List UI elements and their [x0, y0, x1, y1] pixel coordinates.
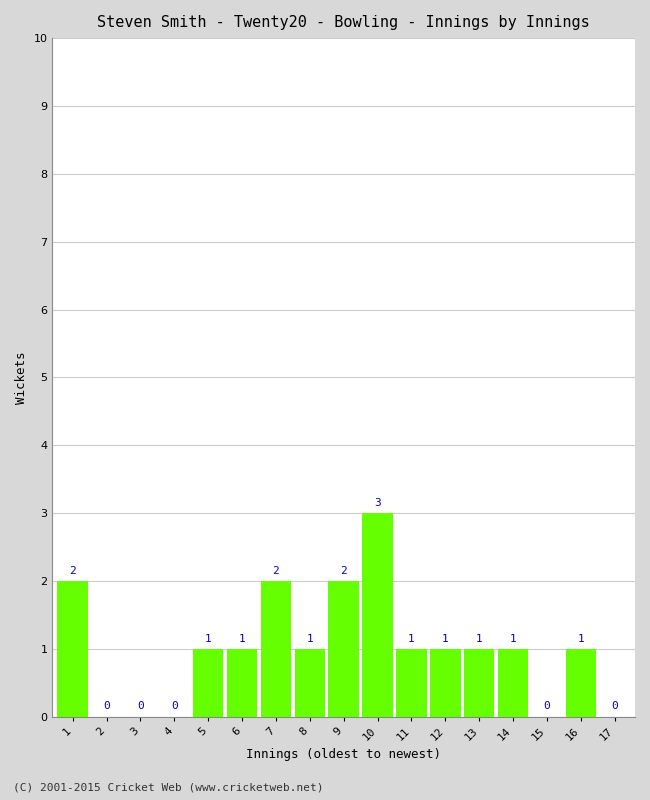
- Bar: [294, 649, 325, 717]
- Text: 0: 0: [611, 702, 618, 711]
- Bar: [328, 581, 359, 717]
- Text: 2: 2: [70, 566, 76, 576]
- Bar: [57, 581, 88, 717]
- Text: (C) 2001-2015 Cricket Web (www.cricketweb.net): (C) 2001-2015 Cricket Web (www.cricketwe…: [13, 782, 324, 792]
- Bar: [362, 513, 393, 717]
- Text: 1: 1: [510, 634, 517, 643]
- Text: 0: 0: [543, 702, 551, 711]
- Text: 2: 2: [341, 566, 347, 576]
- Text: 0: 0: [171, 702, 177, 711]
- Text: 1: 1: [442, 634, 448, 643]
- Text: 3: 3: [374, 498, 381, 508]
- Y-axis label: Wickets: Wickets: [15, 351, 28, 404]
- Bar: [396, 649, 426, 717]
- Text: 1: 1: [476, 634, 482, 643]
- Text: 0: 0: [137, 702, 144, 711]
- X-axis label: Innings (oldest to newest): Innings (oldest to newest): [246, 748, 441, 761]
- Text: 1: 1: [408, 634, 415, 643]
- Text: 2: 2: [272, 566, 280, 576]
- Text: 1: 1: [306, 634, 313, 643]
- Text: 0: 0: [103, 702, 110, 711]
- Bar: [464, 649, 495, 717]
- Text: 1: 1: [205, 634, 212, 643]
- Title: Steven Smith - Twenty20 - Bowling - Innings by Innings: Steven Smith - Twenty20 - Bowling - Inni…: [98, 15, 590, 30]
- Text: 1: 1: [239, 634, 246, 643]
- Bar: [193, 649, 224, 717]
- Bar: [498, 649, 528, 717]
- Text: 1: 1: [577, 634, 584, 643]
- Bar: [261, 581, 291, 717]
- Bar: [227, 649, 257, 717]
- Bar: [566, 649, 596, 717]
- Bar: [430, 649, 461, 717]
